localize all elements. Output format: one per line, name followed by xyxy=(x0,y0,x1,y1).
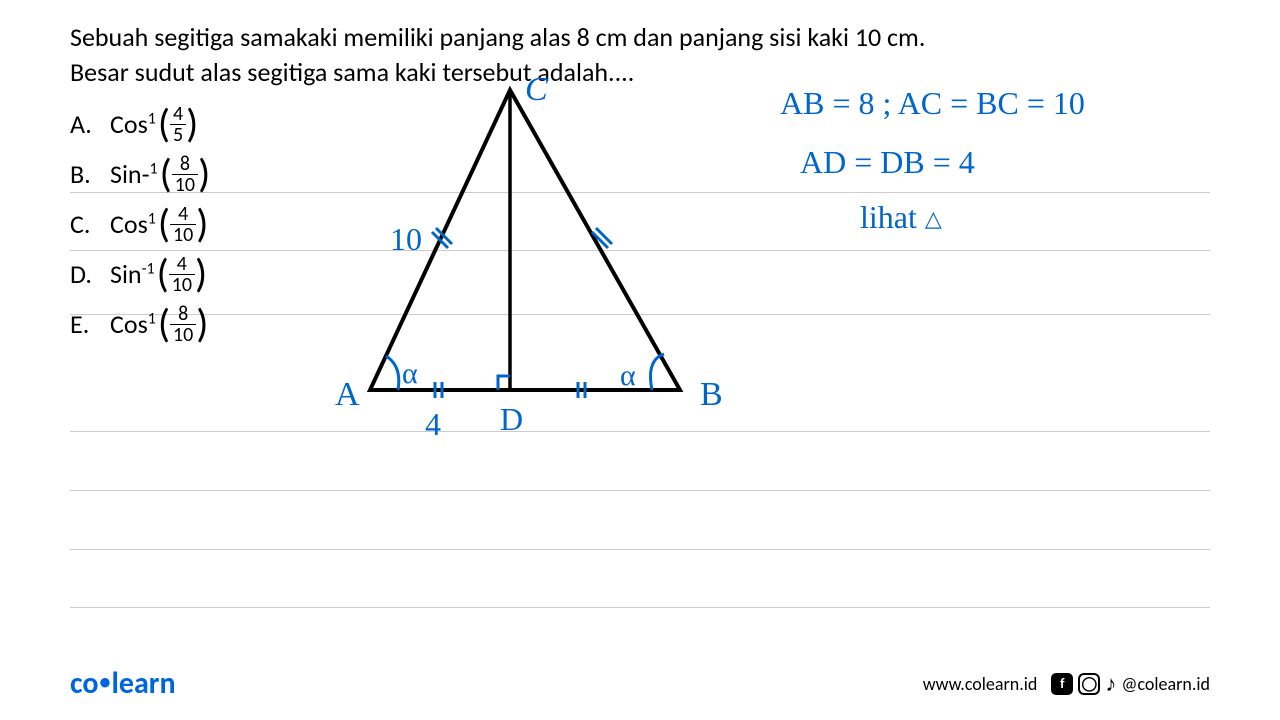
option-func: Cos1 xyxy=(110,108,156,140)
option-fraction: (410) xyxy=(158,204,209,245)
option-func: Cos1 xyxy=(110,308,156,340)
option-letter: D. xyxy=(70,258,110,290)
triangle-diagram: C A B D 10 4 α α xyxy=(320,70,740,450)
base-four-label: 4 xyxy=(425,406,441,442)
handwritten-annotations: AB = 8 ; AC = BC = 10 AD = DB = 4 lihat … xyxy=(780,85,1085,254)
option-letter: E. xyxy=(70,308,110,340)
right-angle-mark xyxy=(498,376,510,390)
option-fraction: (810) xyxy=(158,304,209,345)
colearn-logo: co•learn xyxy=(70,665,176,702)
side-ten-label: 10 xyxy=(390,221,422,257)
answer-options: A. Cos1 (45) B. Sin-1 (810) C. Cos1 (410… xyxy=(70,102,210,352)
option-d: D. Sin-1 (410) xyxy=(70,252,210,296)
option-letter: B. xyxy=(70,158,110,190)
vertex-b-label: B xyxy=(700,376,723,413)
triangle-svg: C A B D 10 4 α α xyxy=(320,70,740,450)
facebook-icon: f xyxy=(1051,673,1073,695)
option-letter: C. xyxy=(70,208,110,240)
option-a: A. Cos1 (45) xyxy=(70,102,210,146)
question-line-1: Sebuah segitiga samakaki memiliki panjan… xyxy=(70,21,925,53)
vertex-c-label: C xyxy=(525,71,548,108)
footer: co•learn www.colearn.id f ◯ ♪ @colearn.i… xyxy=(70,665,1210,702)
alpha-right-label: α xyxy=(620,359,636,392)
annotation-line-1: AB = 8 ; AC = BC = 10 xyxy=(780,85,1085,122)
option-func: Sin-1 xyxy=(110,258,155,290)
footer-right: www.colearn.id f ◯ ♪ @colearn.id xyxy=(923,670,1210,697)
footer-url: www.colearn.id xyxy=(923,673,1038,695)
option-e: E. Cos1 (810) xyxy=(70,302,210,346)
option-fraction: (810) xyxy=(160,154,211,195)
option-func: Cos1 xyxy=(110,208,156,240)
alpha-left-label: α xyxy=(402,357,418,390)
social-icons: f ◯ ♪ @colearn.id xyxy=(1051,670,1210,697)
annotation-line-2: AD = DB = 4 xyxy=(800,144,1085,181)
option-letter: A. xyxy=(70,108,110,140)
vertex-a-label: A xyxy=(335,376,360,413)
rule-line xyxy=(70,607,1210,608)
content-area: Sebuah segitiga samakaki memiliki panjan… xyxy=(0,0,1280,352)
option-b: B. Sin-1 (810) xyxy=(70,152,210,196)
rule-line xyxy=(70,490,1210,491)
instagram-icon: ◯ xyxy=(1078,673,1100,695)
rule-line xyxy=(70,549,1210,550)
annotation-line-3: lihat △ xyxy=(860,199,1085,236)
option-fraction: (45) xyxy=(158,104,198,145)
point-d-label: D xyxy=(500,401,523,437)
social-handle: @colearn.id xyxy=(1121,673,1210,695)
option-c: C. Cos1 (410) xyxy=(70,202,210,246)
option-func: Sin-1 xyxy=(110,158,158,190)
angle-arc-left xyxy=(386,356,399,390)
option-fraction: (410) xyxy=(157,254,208,295)
tiktok-icon: ♪ xyxy=(1105,670,1116,697)
